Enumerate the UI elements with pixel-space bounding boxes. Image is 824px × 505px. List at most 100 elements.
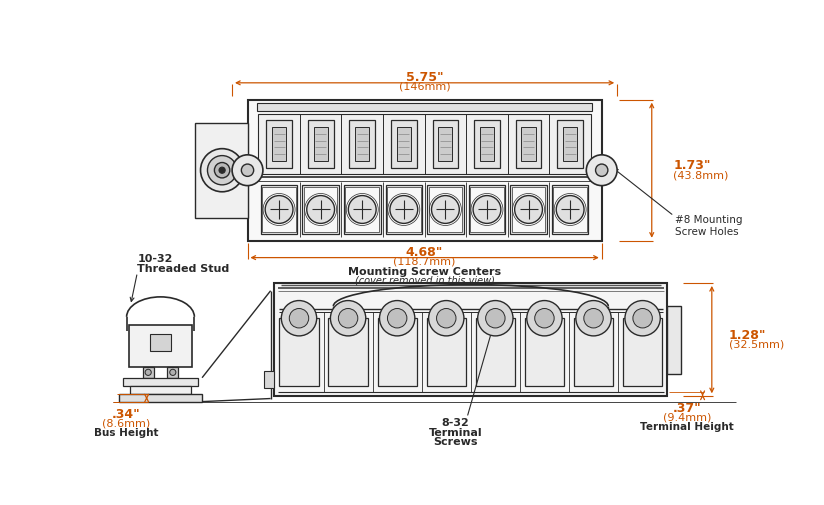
Circle shape: [330, 301, 366, 336]
Circle shape: [587, 156, 617, 186]
Bar: [257, 104, 592, 111]
Bar: [428, 187, 462, 232]
Bar: [386, 186, 422, 234]
Circle shape: [432, 196, 459, 224]
Text: Threaded Stud: Threaded Stud: [138, 263, 230, 273]
Text: (43.8mm): (43.8mm): [673, 170, 728, 180]
Text: .34": .34": [111, 407, 140, 420]
Text: (32.5mm): (32.5mm): [728, 339, 784, 349]
Bar: [510, 186, 547, 234]
Bar: [247, 100, 602, 241]
Text: 4.68": 4.68": [406, 245, 443, 259]
Bar: [377, 319, 417, 386]
Bar: [427, 319, 466, 386]
Bar: [272, 128, 286, 162]
Text: Screws: Screws: [433, 436, 478, 446]
Text: Mounting Screw Centers: Mounting Screw Centers: [348, 266, 501, 276]
Text: 10-32: 10-32: [138, 253, 173, 263]
Circle shape: [214, 163, 230, 179]
Bar: [552, 186, 588, 234]
Circle shape: [556, 196, 584, 224]
Circle shape: [473, 196, 501, 224]
Text: (146mm): (146mm): [399, 82, 451, 92]
Bar: [474, 121, 500, 169]
Bar: [396, 128, 411, 162]
Bar: [512, 187, 545, 232]
Circle shape: [289, 309, 309, 328]
Bar: [260, 186, 297, 234]
Text: Terminal: Terminal: [428, 427, 482, 437]
Bar: [427, 186, 464, 234]
Circle shape: [208, 156, 236, 185]
Text: (118.7mm): (118.7mm): [393, 256, 456, 266]
Bar: [349, 121, 375, 169]
Text: Bus Height: Bus Height: [94, 427, 158, 437]
Bar: [265, 371, 274, 388]
Circle shape: [527, 301, 562, 336]
Circle shape: [219, 168, 225, 174]
Circle shape: [349, 196, 376, 224]
Circle shape: [387, 309, 407, 328]
Bar: [314, 128, 328, 162]
Text: #8 Mounting
Screw Holes: #8 Mounting Screw Holes: [675, 215, 742, 237]
Circle shape: [265, 196, 293, 224]
Bar: [480, 128, 494, 162]
Bar: [557, 121, 583, 169]
Bar: [667, 306, 681, 374]
Bar: [143, 367, 153, 378]
Circle shape: [307, 196, 335, 224]
Circle shape: [584, 309, 603, 328]
Bar: [119, 394, 202, 402]
Circle shape: [478, 301, 513, 336]
Circle shape: [485, 309, 505, 328]
Bar: [554, 187, 587, 232]
Bar: [391, 121, 417, 169]
Circle shape: [633, 309, 653, 328]
Bar: [150, 334, 171, 351]
Bar: [387, 187, 420, 232]
Bar: [574, 319, 613, 386]
Bar: [258, 115, 591, 175]
Bar: [563, 128, 578, 162]
Circle shape: [437, 309, 456, 328]
Bar: [302, 186, 339, 234]
Circle shape: [200, 149, 244, 192]
Bar: [516, 121, 541, 169]
Circle shape: [515, 196, 542, 224]
Circle shape: [596, 165, 608, 177]
Circle shape: [535, 309, 555, 328]
Bar: [433, 121, 458, 169]
Text: 1.28": 1.28": [728, 328, 766, 341]
Text: (cover removed in this view): (cover removed in this view): [354, 275, 494, 285]
Circle shape: [170, 370, 176, 376]
Circle shape: [576, 301, 611, 336]
Circle shape: [428, 301, 464, 336]
Bar: [274, 283, 667, 396]
Circle shape: [145, 370, 152, 376]
Circle shape: [390, 196, 418, 224]
Circle shape: [339, 309, 358, 328]
Bar: [167, 367, 178, 378]
Bar: [304, 187, 337, 232]
Bar: [345, 187, 379, 232]
Text: 8-32: 8-32: [442, 417, 470, 427]
Text: Terminal Height: Terminal Height: [640, 421, 734, 431]
Bar: [355, 128, 369, 162]
Text: (8.6mm): (8.6mm): [101, 418, 150, 428]
Bar: [438, 128, 452, 162]
Circle shape: [380, 301, 414, 336]
Bar: [522, 128, 536, 162]
Bar: [266, 121, 292, 169]
Text: 1.73": 1.73": [673, 158, 711, 171]
Bar: [195, 124, 247, 218]
Bar: [623, 319, 662, 386]
Circle shape: [625, 301, 660, 336]
Circle shape: [232, 156, 263, 186]
Bar: [475, 319, 515, 386]
Text: .37": .37": [673, 401, 701, 415]
Bar: [129, 386, 191, 394]
Bar: [308, 121, 334, 169]
Bar: [129, 325, 192, 367]
Bar: [123, 378, 199, 386]
Bar: [469, 186, 505, 234]
